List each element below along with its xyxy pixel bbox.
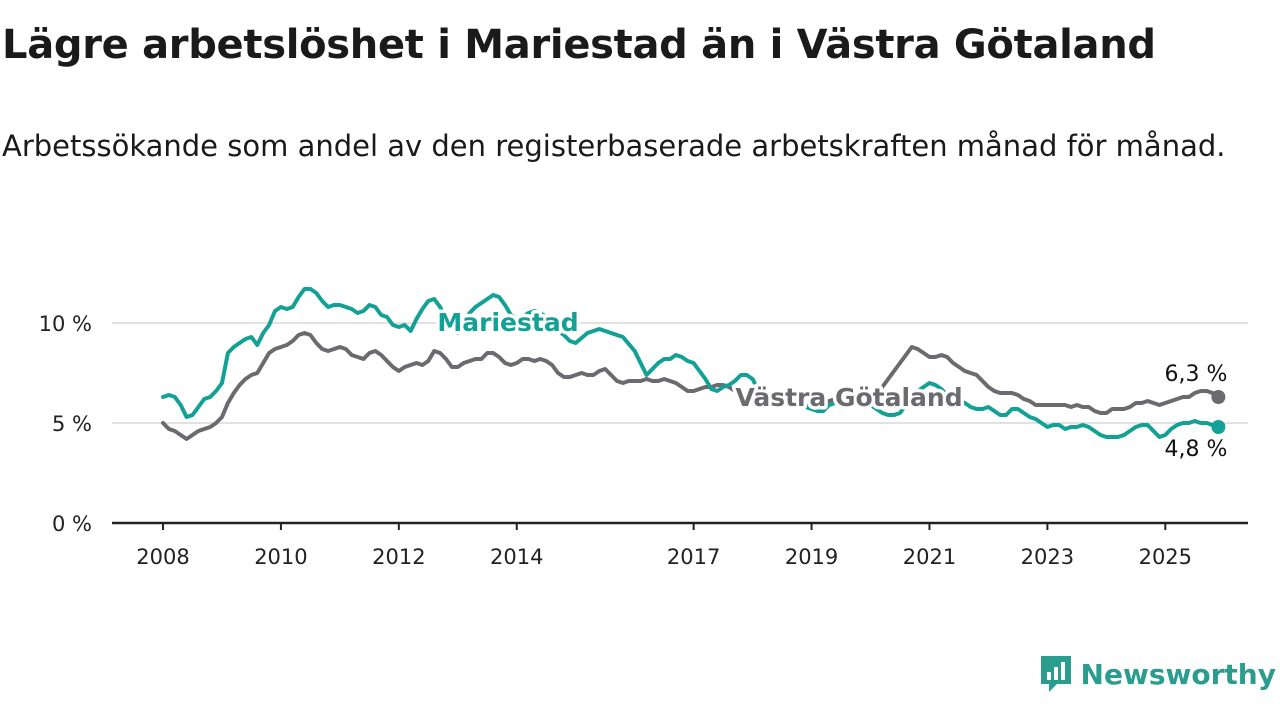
x-tick-label: 2021 [903,545,956,569]
end-value-mariestad: 4,8 % [1165,437,1228,462]
x-tick-label: 2025 [1139,545,1192,569]
x-tick-label: 2010 [254,545,307,569]
brand-name: Newsworthy [1080,657,1276,691]
series-label-mariestad: Mariestad [437,308,578,337]
x-tick-label: 2023 [1021,545,1074,569]
gridlines [112,322,1248,424]
series-line-vastra-gotaland [161,331,1221,441]
series-label-vastra-gotaland: Västra Götaland [735,383,962,412]
series-lines [161,287,1226,441]
axes: 0 % 5 % 10 % 2008 2010 2012 2014 2017 2019 2021 20… [39,312,1248,569]
newsworthy-brand[interactable]: Newsworthy [1039,654,1276,694]
x-tick-label: 2008 [136,545,189,569]
x-tick-label: 2014 [490,545,543,569]
series-end-marker [1211,420,1226,434]
y-tick-label: 10 % [39,312,92,336]
y-tick-label: 5 % [52,412,92,436]
chart-title: Lägre arbetslöshet i Mariestad än i Väst… [2,22,1156,68]
y-tick-label: 0 % [52,512,92,536]
newsworthy-logo-icon [1040,656,1071,692]
chart-subtitle: Arbetssökande som andel av den registerb… [2,129,1226,163]
series-end-marker [1211,390,1226,404]
x-tick-label: 2019 [785,545,838,569]
end-value-vastra-gotaland: 6,3 % [1165,362,1228,387]
series-labels: Mariestad Västra Götaland 6,3 % 4,8 % [434,305,1228,463]
x-tick-label: 2017 [667,545,720,569]
series-line-mariestad [161,287,1221,439]
x-tick-label: 2012 [372,545,425,569]
